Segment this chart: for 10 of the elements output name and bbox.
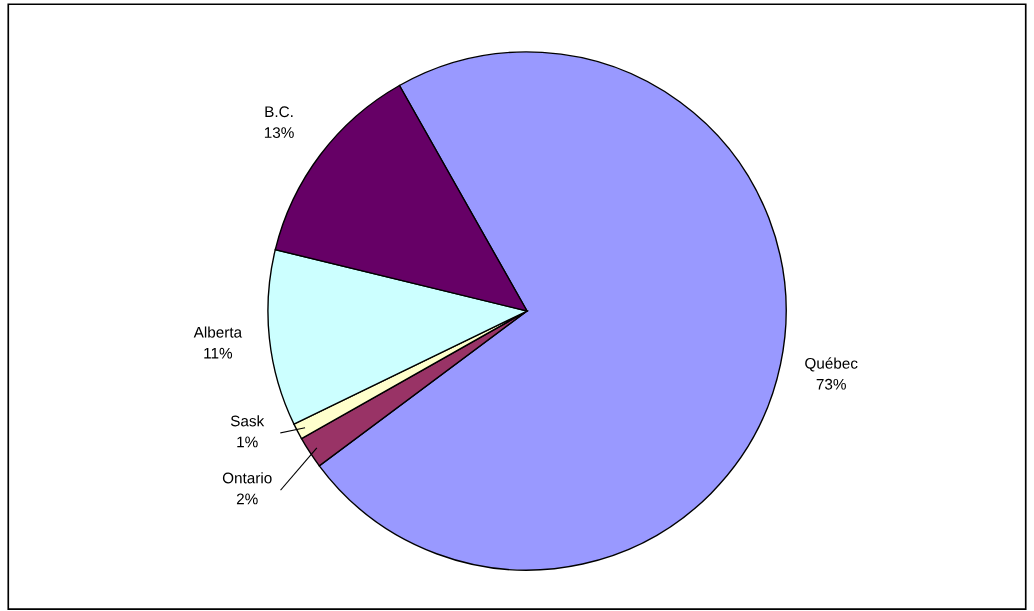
data-label: 1% [237,436,258,448]
data-label: 73% [816,378,846,390]
data-label: 11% [204,347,233,359]
data-label: 13% [264,127,294,139]
slice-label: Ontario [222,472,272,484]
slice-label: Alberta [193,326,243,338]
slice-label: Sask [230,415,265,427]
data-label: 2% [236,493,258,505]
slice-label: B.C. [265,106,293,118]
slice-label: Québec [805,357,858,372]
